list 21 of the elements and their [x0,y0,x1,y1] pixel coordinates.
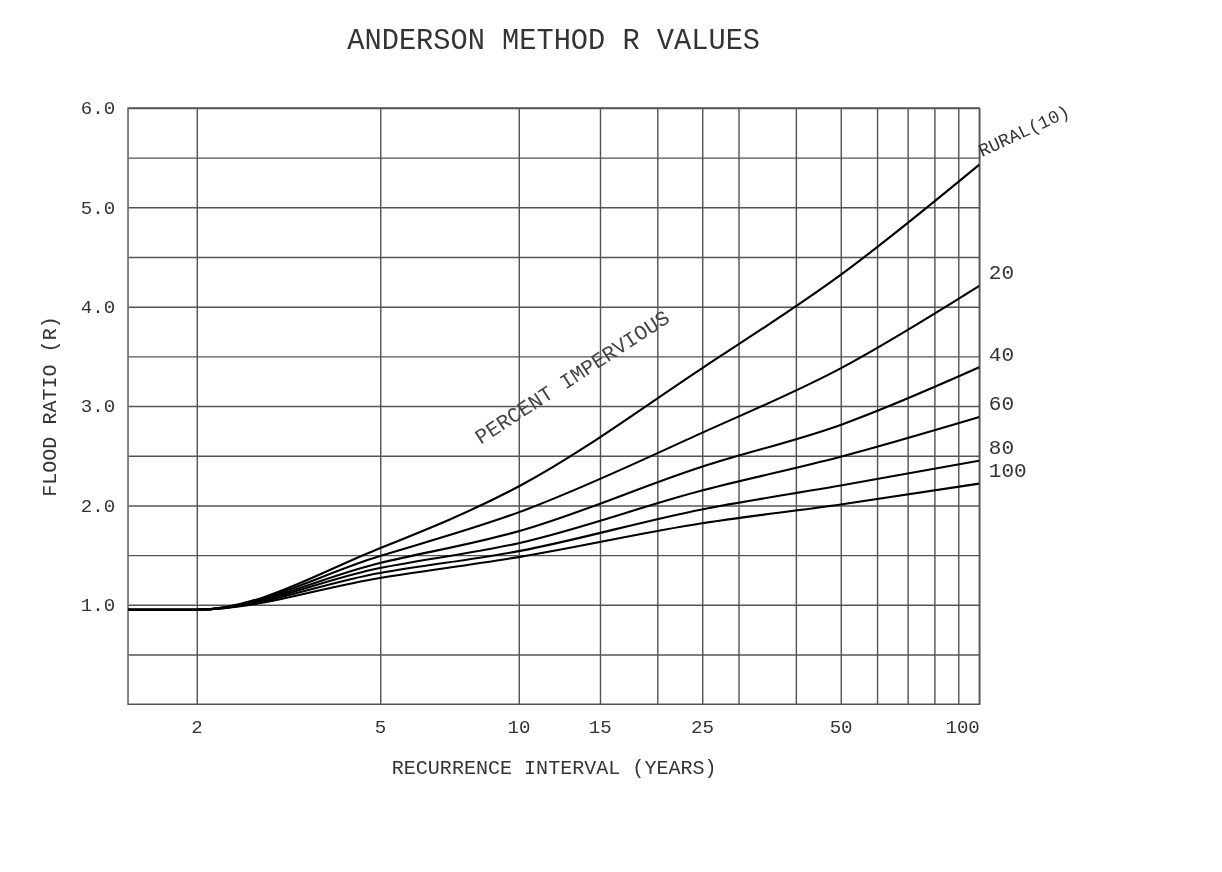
y-axis-title: FLOOD RATIO (R) [38,316,62,497]
y-tick-label: 2.0 [80,495,116,518]
x-tick-label: 50 [829,717,853,740]
series-label: 100 [988,459,1027,483]
x-tick-label: 5 [374,717,387,740]
series-label: 20 [988,262,1015,286]
x-tick-label: 15 [588,717,612,740]
x-tick-label: 2 [191,717,203,740]
y-tick-label: 4.0 [80,296,116,319]
series-label: 80 [988,437,1015,461]
series-label: 40 [988,343,1015,367]
y-tick-label: 5.0 [80,197,116,220]
series-label: 60 [988,393,1015,417]
y-tick-label: 3.0 [80,396,116,419]
chart-title: ANDERSON METHOD R VALUES [347,24,761,58]
x-tick-label: 10 [507,717,531,740]
x-tick-label: 100 [945,717,980,740]
y-tick-label: 6.0 [80,98,116,121]
x-axis-title: RECURRENCE INTERVAL (YEARS) [391,757,717,781]
x-tick-label: 25 [690,717,714,740]
y-tick-label: 1.0 [80,595,116,618]
